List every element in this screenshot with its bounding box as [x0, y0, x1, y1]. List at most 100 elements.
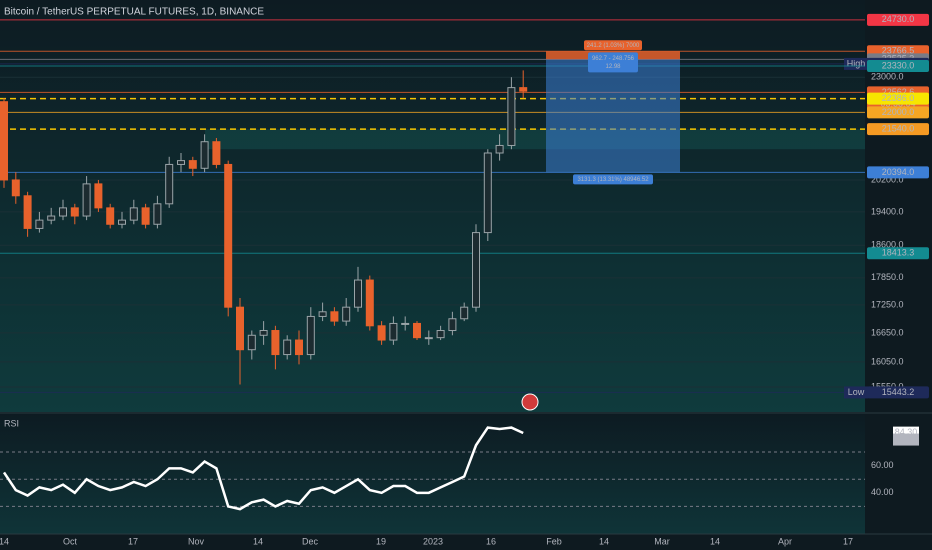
rsi-label: 84.30	[895, 427, 918, 437]
tag-box	[844, 386, 868, 399]
stop-zone	[546, 59, 680, 173]
price-label-box	[867, 247, 929, 260]
price-label-box	[867, 166, 929, 179]
candle-body	[236, 306, 244, 351]
candle-body	[35, 219, 44, 229]
price-label: 23766.5	[882, 46, 915, 56]
candle-body	[413, 322, 421, 339]
price-label: 15443.2	[882, 387, 915, 397]
position-label: 3131.3 (13.31%) 48946.52	[577, 177, 649, 183]
candle-body	[318, 311, 327, 317]
candle-body	[448, 318, 457, 332]
x-tick-label: 14	[599, 536, 609, 546]
tag: Low	[848, 387, 865, 397]
rsi-label-box	[893, 433, 919, 446]
rsi-title: RSI	[4, 418, 19, 428]
candle-body	[141, 207, 150, 225]
rsi-tick-label: 60.00	[871, 460, 894, 470]
chart-title: Bitcoin / TetherUS PERPETUAL FUTURES, 1D…	[4, 7, 264, 18]
candle-body	[495, 144, 504, 154]
candle-body	[177, 160, 185, 165]
y-tick-label: 16050.0	[871, 356, 904, 366]
price-label: 21540.0	[882, 124, 915, 134]
x-tick-label: 14	[0, 536, 9, 546]
x-tick-label: 16	[486, 536, 496, 546]
candle-body	[47, 215, 56, 221]
candle-body	[259, 330, 268, 336]
rsi-line	[2, 426, 524, 511]
main-pane	[0, 0, 865, 412]
x-tick-label: 14	[710, 536, 720, 546]
x-tick-label: 17	[843, 536, 853, 546]
candle-body	[82, 183, 91, 217]
x-tick-label: Apr	[778, 536, 792, 546]
price-label-box	[867, 386, 929, 399]
candle-body	[200, 141, 209, 169]
rsi-tick-label: 40.00	[871, 487, 894, 497]
candle-body	[483, 152, 492, 234]
x-tick-label: 2023	[423, 536, 443, 546]
label-box	[573, 174, 653, 185]
event-icon[interactable]	[521, 393, 539, 411]
candle-body	[0, 101, 8, 181]
candle-body	[354, 279, 362, 308]
candle-body	[460, 306, 469, 320]
tag-box	[844, 57, 868, 70]
y-tick-label: 18600.0	[871, 240, 904, 250]
candle-body	[342, 306, 351, 322]
candle-body	[389, 322, 398, 341]
price-label: 22000.0	[882, 107, 915, 117]
y-tick-label: 23000.0	[871, 72, 904, 82]
candle-body	[472, 232, 480, 308]
price-label: 22562.6	[882, 87, 915, 97]
y-tick-label: 19400.0	[871, 206, 904, 216]
rsi-pane	[0, 414, 865, 534]
x-tick-label: Oct	[63, 536, 78, 546]
candle-body	[188, 160, 197, 169]
zone	[205, 129, 865, 150]
position-label: 12.98	[605, 64, 621, 70]
candle-body	[118, 219, 126, 225]
position-label: 241.2 (1.03%) 7000	[587, 43, 640, 49]
price-label: 22386.0	[882, 93, 915, 103]
label-box	[584, 40, 642, 51]
x-tick-label: Feb	[546, 536, 562, 546]
price-label: 24730.0	[882, 14, 915, 24]
rsi-label: 79.19	[895, 434, 918, 444]
candle-body	[224, 163, 233, 308]
tag: High	[847, 58, 866, 68]
candle-body	[23, 195, 32, 229]
candle-body	[129, 207, 138, 221]
candle-body	[507, 87, 516, 146]
price-label-box	[867, 123, 929, 136]
price-label: 23330.0	[882, 60, 915, 70]
x-tick-label: Mar	[654, 536, 670, 546]
x-tick-label: 19	[376, 536, 386, 546]
candle-body	[436, 330, 445, 339]
candle-body	[365, 279, 374, 327]
candle-body	[330, 311, 339, 322]
candle-body	[70, 207, 79, 217]
candle-body	[153, 203, 162, 225]
y-tick-label: 15550.0	[871, 381, 904, 391]
label-box	[588, 52, 638, 73]
y-tick-label: 17850.0	[871, 272, 904, 282]
candle-body	[94, 183, 103, 209]
price-label-box	[867, 59, 929, 72]
y-tick-label: 17250.0	[871, 299, 904, 309]
candle-body	[519, 87, 528, 92]
candle-body	[401, 322, 410, 325]
y-tick-label: 20200.0	[871, 174, 904, 184]
x-tick-label: Nov	[188, 536, 205, 546]
price-label-box	[867, 13, 929, 26]
price-label-box	[867, 92, 929, 105]
candle-body	[283, 339, 292, 356]
candle-body	[247, 334, 256, 351]
x-tick-label: Dec	[302, 536, 319, 546]
candle-body	[306, 315, 315, 356]
y-tick-label: 16650.0	[871, 327, 904, 337]
candle-body	[212, 141, 221, 165]
candle-body	[424, 337, 433, 340]
